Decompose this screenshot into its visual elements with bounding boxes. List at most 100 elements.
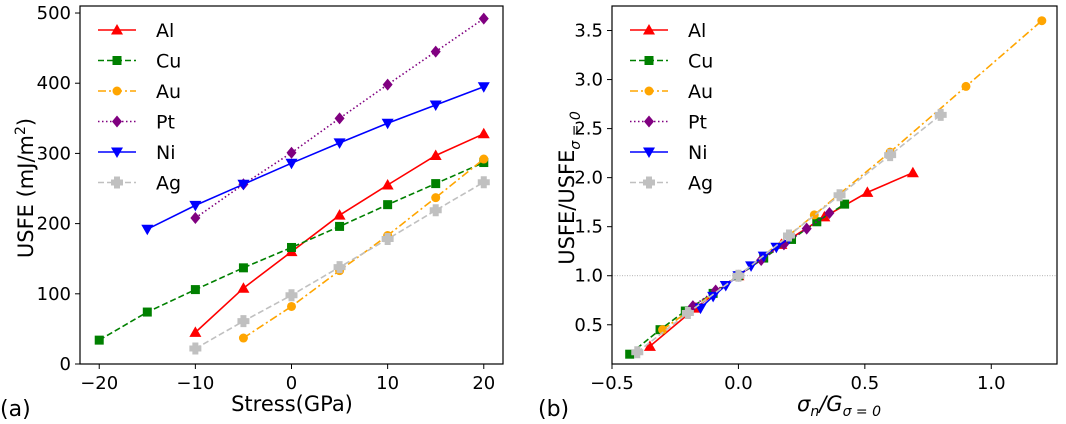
data-point bbox=[431, 179, 441, 189]
y-tick-label: 0 bbox=[60, 354, 71, 375]
x-tick-label: 0.0 bbox=[724, 373, 753, 394]
y-tick-label: 3.0 bbox=[574, 70, 603, 91]
y-tick-label: 2.0 bbox=[574, 168, 603, 189]
legend-label-pt: Pt bbox=[688, 112, 707, 134]
y-tick-label: 300 bbox=[37, 143, 71, 164]
series-ni bbox=[141, 82, 490, 236]
legend-marker-al bbox=[643, 24, 655, 35]
data-point bbox=[237, 179, 250, 191]
data-point bbox=[334, 112, 345, 125]
x-tick-label: 20 bbox=[472, 373, 495, 394]
x-tick-label: 0 bbox=[286, 373, 297, 394]
data-point bbox=[335, 221, 345, 231]
data-point bbox=[658, 325, 668, 335]
legend-marker-al bbox=[111, 24, 123, 35]
data-point bbox=[142, 307, 152, 317]
y-tick-label: 400 bbox=[37, 73, 71, 94]
data-point bbox=[333, 209, 346, 220]
data-point bbox=[237, 282, 250, 293]
legend-label-au: Au bbox=[688, 81, 713, 103]
data-point bbox=[478, 12, 489, 25]
x-tick-label: −10 bbox=[176, 373, 214, 394]
data-point bbox=[189, 326, 202, 337]
data-point bbox=[429, 204, 442, 217]
legend-label-ni: Ni bbox=[156, 142, 176, 164]
data-point bbox=[631, 346, 644, 359]
series-al bbox=[643, 166, 919, 351]
data-point bbox=[381, 118, 394, 130]
series-line-au bbox=[662, 20, 1043, 331]
legend-marker-cu bbox=[644, 56, 654, 65]
series-au bbox=[238, 154, 489, 343]
panel-a-label: (a) bbox=[0, 397, 31, 422]
data-point bbox=[383, 200, 393, 210]
data-point bbox=[906, 166, 919, 178]
legend-marker-ni bbox=[643, 147, 655, 158]
x-tick-label: −20 bbox=[80, 373, 118, 394]
data-point bbox=[756, 254, 767, 267]
series-al bbox=[189, 127, 490, 337]
legend-marker-ag bbox=[111, 176, 123, 189]
series-line-al bbox=[194, 133, 485, 333]
x-tick-label: 0.5 bbox=[851, 373, 880, 394]
data-point bbox=[824, 206, 835, 219]
legend-label-al: Al bbox=[688, 20, 706, 42]
data-point bbox=[782, 229, 795, 242]
data-point bbox=[643, 340, 656, 351]
data-point bbox=[801, 222, 812, 235]
data-point bbox=[237, 315, 250, 328]
data-point bbox=[287, 242, 296, 252]
legend-label-pt: Pt bbox=[156, 112, 175, 134]
data-point bbox=[1037, 16, 1047, 26]
panel-b: (b) σn/Gσ = 0 USFE/USFEσ = 0 −0.5 0.0 0.5 1… bbox=[538, 5, 1058, 422]
series-cu bbox=[94, 158, 489, 345]
plot-frame bbox=[611, 5, 1058, 365]
x-tick-label: −0.5 bbox=[590, 373, 634, 394]
series-ag bbox=[631, 108, 947, 359]
data-point bbox=[732, 269, 745, 282]
panel-b-label: (b) bbox=[538, 397, 569, 422]
legend-label-cu: Cu bbox=[688, 51, 713, 73]
x-tick-label: 10 bbox=[376, 373, 399, 394]
data-point bbox=[189, 342, 202, 355]
y-tick-label: 0.5 bbox=[574, 315, 603, 336]
data-point bbox=[381, 179, 394, 190]
series-line-cu bbox=[98, 161, 485, 341]
data-point bbox=[429, 149, 442, 161]
legend-marker-au bbox=[112, 86, 122, 96]
data-point bbox=[477, 176, 490, 189]
legend-marker-ag bbox=[643, 176, 655, 189]
y-tick-label: 1.5 bbox=[574, 217, 603, 238]
legend-marker-pt bbox=[112, 115, 122, 128]
data-point bbox=[719, 281, 732, 292]
data-point bbox=[286, 146, 297, 159]
data-point bbox=[840, 199, 850, 209]
data-point bbox=[190, 285, 200, 295]
legend: Al Cu Au Pt Ni Ag bbox=[630, 20, 713, 195]
y-tick-label: 1.0 bbox=[574, 266, 603, 287]
y-tick-label: 100 bbox=[37, 284, 71, 305]
data-point bbox=[479, 154, 489, 164]
data-point bbox=[961, 81, 971, 91]
legend-label-ag: Ag bbox=[688, 173, 713, 195]
panel-b-ylabel: USFE/USFEσ = 0 bbox=[555, 111, 584, 265]
data-point bbox=[625, 349, 635, 359]
data-point bbox=[429, 100, 442, 111]
y-tick-label: 500 bbox=[37, 3, 71, 24]
data-point bbox=[189, 200, 202, 212]
series-pt bbox=[190, 12, 489, 224]
data-point bbox=[94, 335, 104, 345]
data-point bbox=[333, 138, 346, 149]
series-line-al bbox=[649, 171, 914, 347]
legend-label-ni: Ni bbox=[688, 142, 708, 164]
data-point bbox=[477, 82, 490, 93]
data-point bbox=[770, 242, 783, 254]
data-point bbox=[238, 333, 248, 343]
data-point bbox=[884, 149, 897, 162]
data-point bbox=[431, 193, 441, 203]
series-ag bbox=[189, 176, 490, 355]
x-tick-label: 1.0 bbox=[977, 373, 1006, 394]
legend-label-au: Au bbox=[156, 81, 181, 103]
legend-marker-ni bbox=[111, 147, 123, 158]
